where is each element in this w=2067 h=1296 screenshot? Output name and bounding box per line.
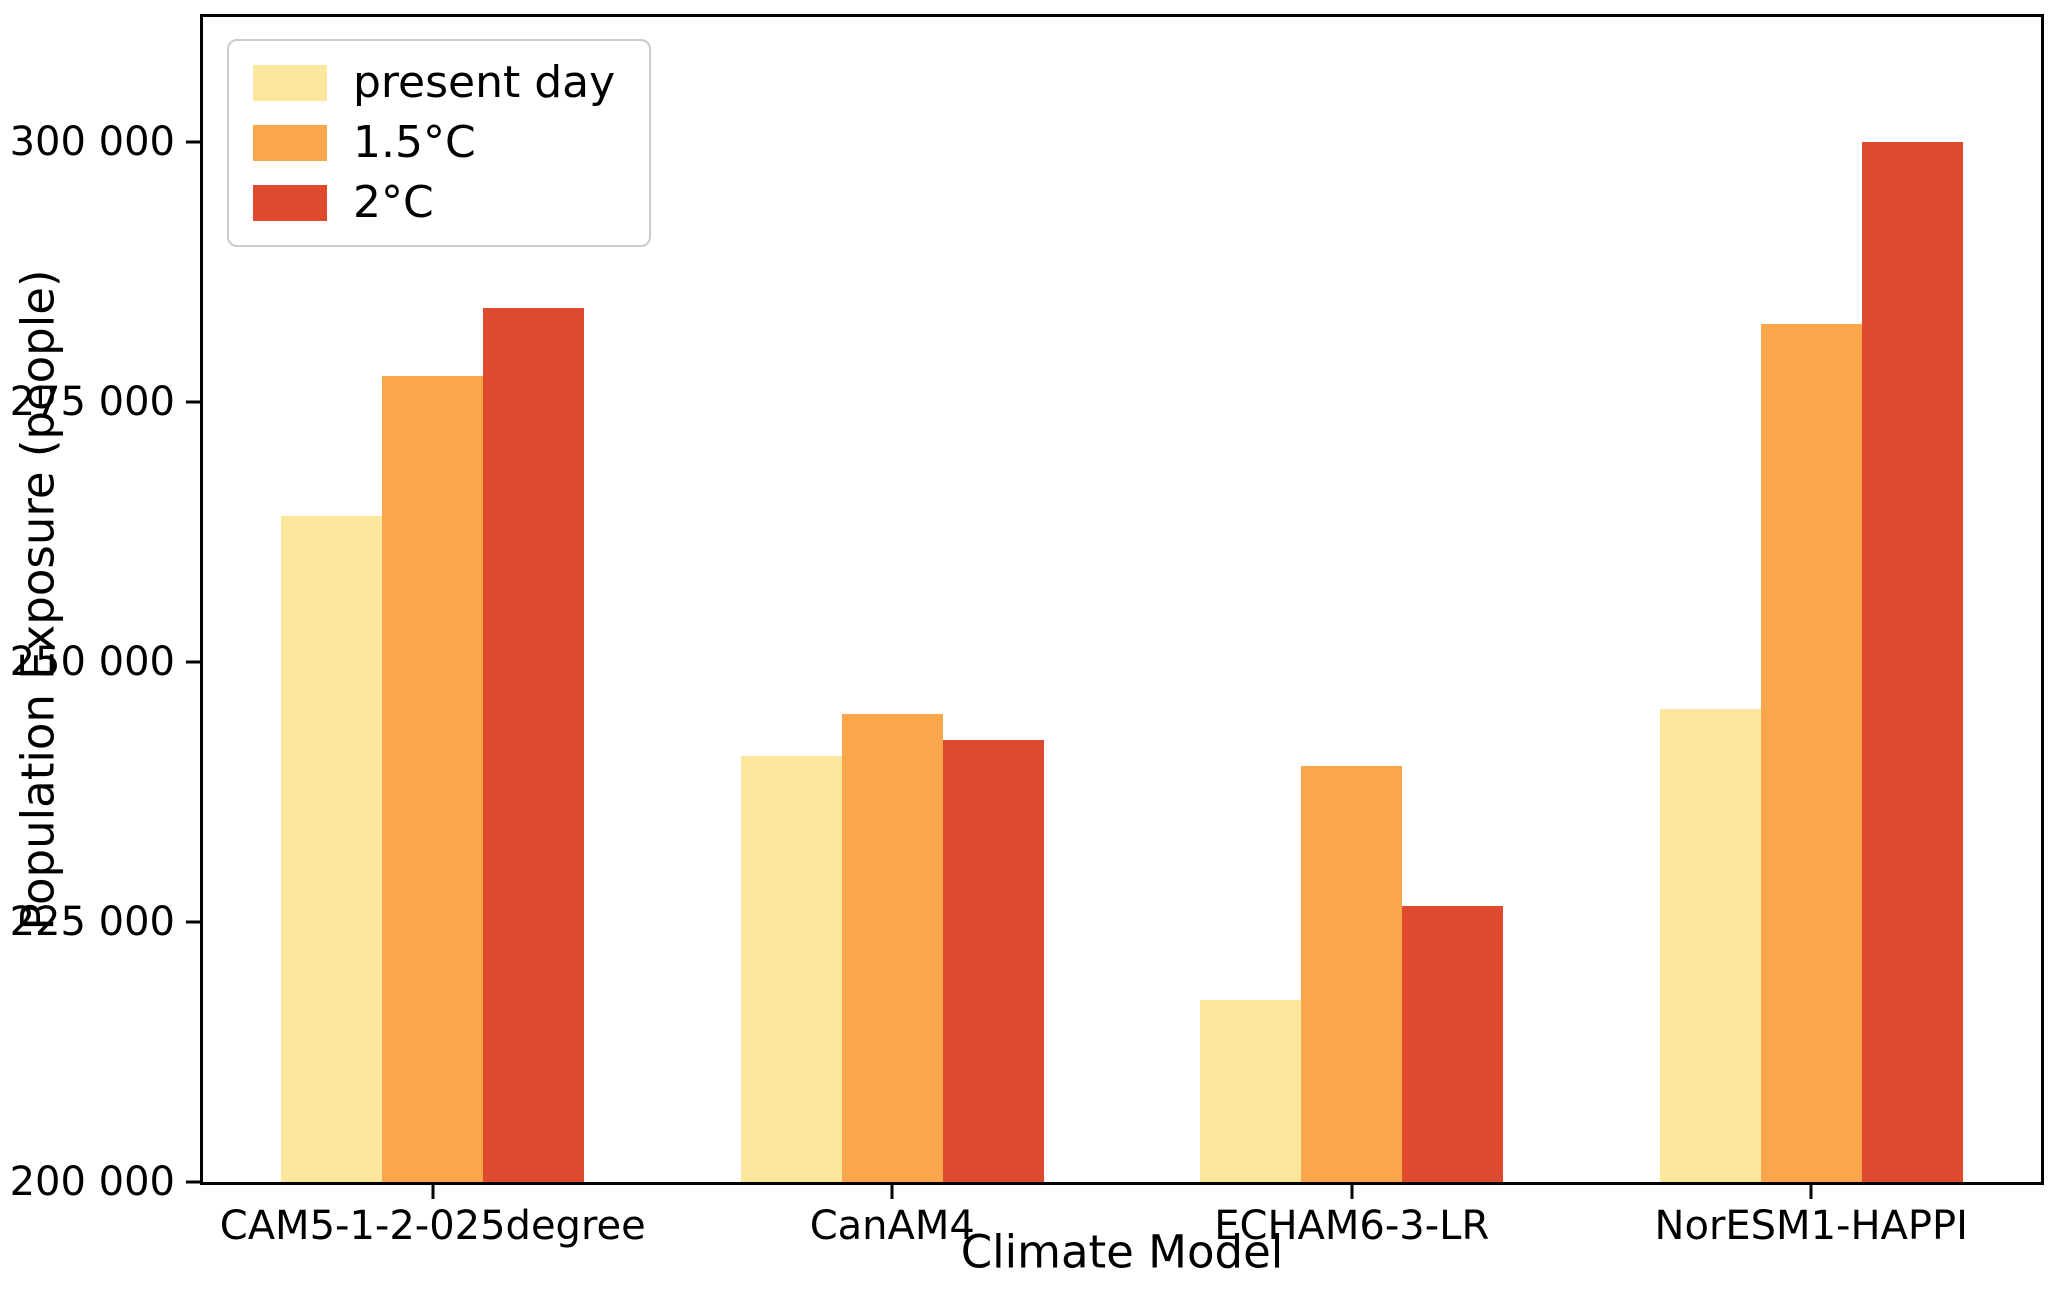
bar-1.5°C xyxy=(1301,765,1403,1182)
bar-present-day xyxy=(1659,708,1761,1182)
x-tick xyxy=(431,1182,435,1199)
legend-label: 2°C xyxy=(353,177,434,228)
y-tick-label: 300 000 xyxy=(9,118,175,165)
legend-entry: 2°C xyxy=(253,181,615,225)
legend-swatch-icon xyxy=(253,65,327,101)
y-tick-label: 250 000 xyxy=(9,638,175,685)
x-axis-title: Climate Model xyxy=(960,1225,1284,1279)
legend-label: 1.5°C xyxy=(353,117,476,168)
x-tick xyxy=(1350,1182,1354,1199)
bar-2°C xyxy=(483,308,585,1182)
y-tick-label: 275 000 xyxy=(9,378,175,425)
x-tick-label: NorESM1-HAPPI xyxy=(1654,1203,1968,1249)
bar-2°C xyxy=(942,739,1044,1182)
y-tick-label: 225 000 xyxy=(9,898,175,945)
bar-1.5°C xyxy=(841,713,943,1182)
bar-1.5°C xyxy=(1760,323,1862,1182)
legend-entry: 1.5°C xyxy=(253,121,615,165)
y-tick xyxy=(186,140,203,144)
x-tick-label: CAM5-1-2-025degree xyxy=(219,1203,646,1249)
plot-area: present day 1.5°C 2°C 200 000 225 000 250 00… xyxy=(10,14,2044,1246)
x-tick xyxy=(1809,1182,1813,1199)
bar-present-day xyxy=(1200,999,1302,1182)
legend: present day 1.5°C 2°C xyxy=(227,39,652,247)
legend-label: present day xyxy=(353,57,616,108)
legend-entry: present day xyxy=(253,61,615,105)
y-tick xyxy=(186,400,203,404)
x-tick-label: CanAM4 xyxy=(809,1203,975,1249)
bar-present-day xyxy=(281,516,383,1182)
bar-2°C xyxy=(1861,141,1963,1182)
x-tick xyxy=(890,1182,894,1199)
y-tick xyxy=(186,660,203,664)
x-tick-label: ECHAM6-3-LR xyxy=(1214,1203,1490,1249)
bar-1.5°C xyxy=(382,375,484,1182)
bar-2°C xyxy=(1402,906,1504,1182)
y-axis-title: Population Exposure (people) xyxy=(11,269,65,931)
y-tick xyxy=(186,1180,203,1184)
bar-present-day xyxy=(740,755,842,1182)
y-tick-label: 200 000 xyxy=(9,1159,175,1205)
legend-swatch-icon xyxy=(253,185,327,221)
y-tick xyxy=(186,920,203,924)
legend-swatch-icon xyxy=(253,125,327,161)
